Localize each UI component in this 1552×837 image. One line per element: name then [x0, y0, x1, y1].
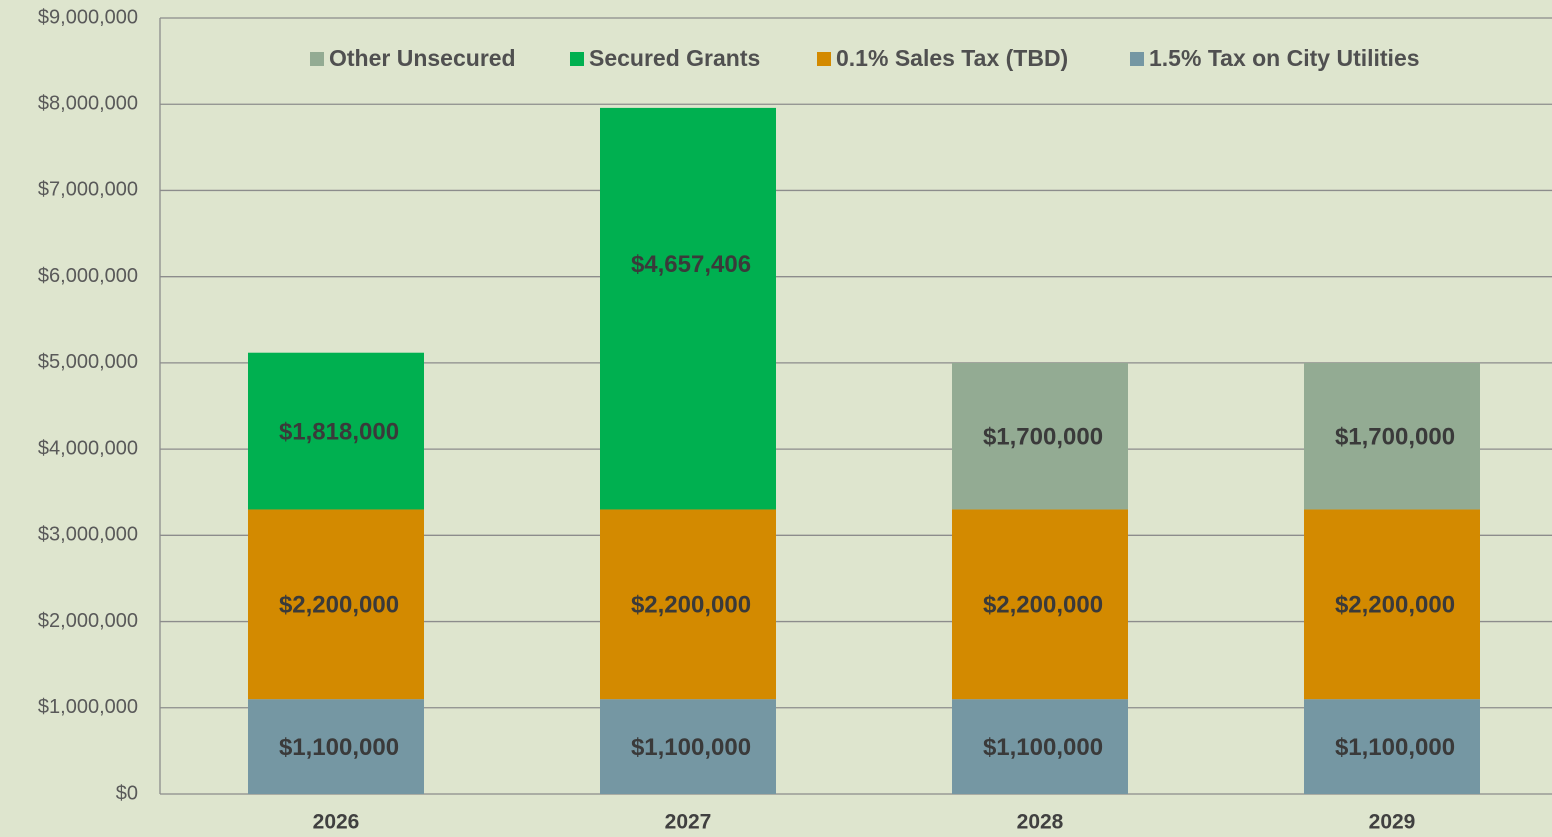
y-tick-label: $4,000,000 — [38, 437, 138, 459]
bar-segment — [248, 352, 424, 510]
legend-label: Secured Grants — [589, 45, 760, 71]
bar-segment — [600, 107, 776, 510]
legend-label: 1.5% Tax on City Utilities — [1149, 45, 1420, 71]
bar-segment — [248, 699, 424, 794]
data-label: $1,100,000 — [279, 734, 399, 761]
data-label: $2,200,000 — [279, 592, 399, 619]
legend-label: 0.1% Sales Tax (TBD) — [836, 45, 1068, 71]
bar-segment — [248, 509, 424, 700]
legend-label: Other Unsecured — [329, 45, 516, 71]
data-label: $2,200,000 — [631, 592, 751, 619]
y-tick-label: $5,000,000 — [38, 351, 138, 373]
x-tick-label: 2026 — [313, 811, 360, 834]
data-label: $4,657,406 — [631, 251, 751, 278]
y-tick-label: $6,000,000 — [38, 265, 138, 287]
y-tick-label: $0 — [116, 782, 138, 804]
legend-swatch — [570, 52, 584, 66]
bar-segment — [952, 362, 1128, 510]
bar-segment — [952, 509, 1128, 700]
data-label: $2,200,000 — [1335, 592, 1455, 619]
x-tick-label: 2027 — [665, 811, 712, 834]
y-tick-label: $7,000,000 — [38, 179, 138, 201]
bar-segment — [600, 509, 776, 700]
data-label: $2,200,000 — [983, 592, 1103, 619]
data-label: $1,100,000 — [1335, 734, 1455, 761]
y-tick-label: $8,000,000 — [38, 93, 138, 115]
data-label: $1,100,000 — [983, 734, 1103, 761]
data-label: $1,100,000 — [631, 734, 751, 761]
legend-swatch — [1130, 52, 1144, 66]
data-label: $1,818,000 — [279, 418, 399, 445]
data-label: $1,700,000 — [983, 424, 1103, 451]
y-tick-label: $9,000,000 — [38, 6, 138, 28]
y-tick-label: $1,000,000 — [38, 696, 138, 718]
bar-segment — [1304, 509, 1480, 700]
y-tick-label: $3,000,000 — [38, 524, 138, 546]
legend-swatch — [817, 52, 831, 66]
y-tick-label: $2,000,000 — [38, 610, 138, 632]
bar-segment — [1304, 362, 1480, 510]
x-tick-label: 2028 — [1017, 811, 1064, 834]
x-tick-label: 2029 — [1369, 811, 1416, 834]
data-label: $1,700,000 — [1335, 424, 1455, 451]
legend-swatch — [310, 52, 324, 66]
bar-segment — [952, 699, 1128, 794]
bar-segment — [600, 699, 776, 794]
bar-segment — [1304, 699, 1480, 794]
